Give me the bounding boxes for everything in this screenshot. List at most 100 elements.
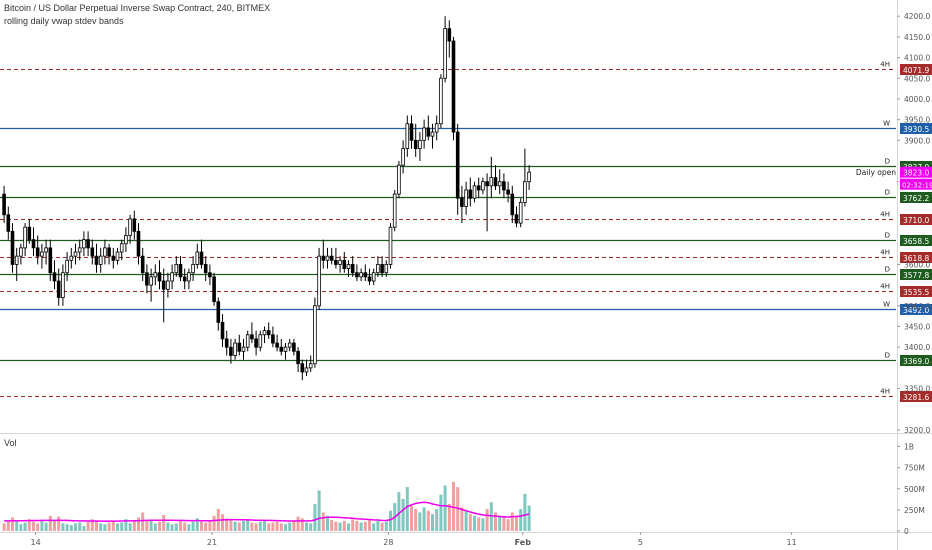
candle-body [40, 251, 44, 257]
level-tag-text-3492.0: 3492.0 [903, 306, 929, 315]
volume-bar [82, 525, 86, 531]
volume-bar [460, 507, 464, 531]
volume-bar [200, 521, 203, 531]
price-tick-label: 4100.0 [904, 54, 930, 63]
candle [367, 268, 372, 286]
candle [502, 173, 506, 199]
volume-bar [103, 524, 107, 531]
volume-bar [111, 520, 115, 531]
volume-bar [40, 520, 44, 531]
candle-body [350, 264, 355, 274]
candle-body [430, 131, 435, 137]
volume-series [2, 482, 531, 531]
candle [430, 123, 435, 149]
candle [145, 264, 149, 294]
volume-bar [305, 522, 308, 531]
candle [23, 223, 27, 257]
candle-body [2, 193, 6, 216]
current-price-text: 3823.0 [903, 169, 929, 178]
candle [103, 239, 107, 265]
candle-body [6, 214, 11, 232]
candle-body [304, 367, 309, 373]
candle-body [266, 330, 271, 336]
candle-body [145, 272, 149, 286]
candle-body [258, 334, 263, 348]
candle [334, 247, 338, 269]
volume-bar [254, 523, 258, 531]
level-tf-3658.5: D [885, 232, 890, 240]
candle [350, 256, 355, 277]
candle [136, 223, 141, 265]
candle [464, 181, 468, 215]
candle-body [342, 259, 347, 269]
candle [489, 156, 494, 199]
candle [313, 297, 317, 368]
volume-bar [15, 521, 19, 531]
level-tag-text-3618.8: 3618.8 [903, 254, 929, 263]
volume-bar [405, 487, 409, 531]
candle-body [27, 226, 32, 241]
candle-body [346, 264, 351, 269]
volume-bar [389, 510, 392, 531]
candle [166, 272, 170, 298]
candle-body [296, 350, 300, 365]
volume-bar [44, 522, 48, 531]
candle [439, 74, 443, 128]
candle-body [502, 181, 506, 191]
candle-body [447, 28, 452, 42]
volume-bar [6, 520, 10, 531]
candle [518, 198, 523, 228]
candle [52, 260, 57, 290]
candle-body [132, 218, 137, 232]
candle [182, 268, 187, 290]
candle-body [439, 77, 443, 125]
candle-body [107, 247, 111, 257]
candle [115, 247, 120, 265]
candle-body [237, 342, 242, 352]
volume-bar [326, 515, 329, 531]
volume-bar [149, 520, 153, 531]
candle [178, 256, 183, 281]
candle-body [392, 193, 397, 228]
level-tag-3535.5 [900, 286, 932, 297]
volume-bar [292, 520, 296, 531]
candle-body [170, 272, 174, 282]
volume-bar [452, 482, 455, 531]
candle [161, 268, 166, 323]
candle [514, 206, 519, 228]
candle [111, 247, 116, 269]
candle [250, 322, 254, 344]
volume-bar [78, 522, 82, 531]
volume-bar [36, 523, 40, 531]
volume-bar [191, 521, 195, 531]
candle-body [224, 338, 229, 348]
candle [237, 334, 242, 356]
candle-body [325, 255, 330, 261]
candle [224, 330, 229, 356]
candle [376, 256, 380, 277]
candle-body [182, 276, 187, 282]
candle [241, 338, 246, 360]
candle-body [317, 255, 321, 307]
volume-bar [435, 509, 439, 531]
candle-body [363, 272, 368, 278]
candle [254, 330, 258, 356]
level-tag-3577.8 [900, 269, 932, 280]
candle-body [111, 255, 116, 261]
volume-bar [162, 514, 166, 531]
price-tick-label: 3500.0 [904, 302, 930, 311]
candle [321, 239, 326, 269]
candle-body [409, 123, 414, 141]
level-tf-4071.9: 4H [880, 61, 890, 69]
candle [275, 334, 279, 352]
level-lines: 4H W D D 4H D 4H D 4H W D 4H [0, 61, 896, 397]
candle-body [485, 181, 489, 187]
level-tag-3492.0 [900, 304, 932, 315]
candle [455, 123, 460, 215]
volume-bar [351, 519, 355, 531]
candle [220, 314, 225, 348]
candle-body [56, 280, 61, 298]
candle [346, 260, 351, 277]
candle [283, 343, 288, 360]
